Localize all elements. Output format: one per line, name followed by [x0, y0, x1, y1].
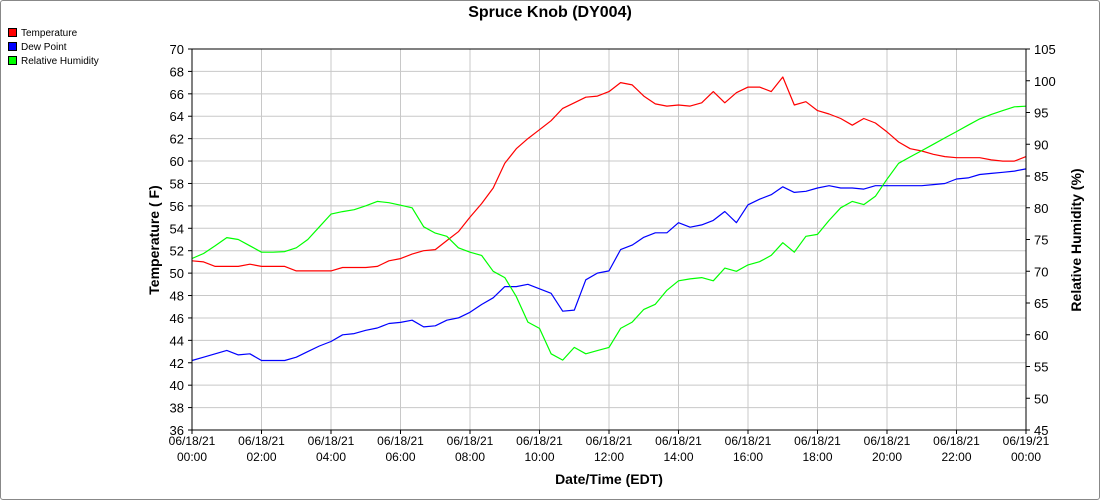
y-tick-label: 52	[170, 244, 184, 259]
legend-swatch-temperature	[8, 28, 17, 37]
y2-axis-title: Relative Humidity (%)	[1068, 168, 1084, 311]
y-axis-title: Temperature ( F)	[146, 185, 162, 294]
legend-item-relative-humidity: Relative Humidity	[8, 56, 99, 70]
x-tick-label-date: 06/18/21	[447, 434, 494, 448]
y-tick-label: 58	[170, 176, 184, 191]
x-tick-label-time: 08:00	[455, 450, 485, 464]
y-tick-label: 54	[170, 221, 184, 236]
x-tick-label-date: 06/18/21	[377, 434, 424, 448]
y-tick-label: 40	[170, 378, 184, 393]
y-tick-label: 36	[170, 423, 184, 438]
x-tick-label-date: 06/18/21	[864, 434, 911, 448]
x-tick-label-date: 06/18/21	[308, 434, 355, 448]
y-tick-label: 68	[170, 64, 184, 79]
x-axis-title: Date/Time (EDT)	[555, 471, 663, 487]
legend-swatch-dew-point	[8, 42, 17, 51]
x-tick-label-date: 06/18/21	[655, 434, 702, 448]
series-layer	[191, 76, 1027, 362]
y-tick-label: 56	[170, 199, 184, 214]
x-tick-label-time: 04:00	[316, 450, 346, 464]
legend-label-dew-point: Dew Point	[21, 42, 67, 53]
y-tick-label: 44	[170, 333, 184, 348]
chart-title: Spruce Knob (DY004)	[468, 4, 632, 21]
legend-swatch-relative-humidity	[8, 56, 17, 65]
y2-tick-label: 105	[1034, 42, 1056, 57]
x-tick-label-time: 00:00	[177, 450, 207, 464]
x-tick-label-time: 16:00	[733, 450, 763, 464]
x-tick-label-date: 06/18/21	[933, 434, 980, 448]
y-tick-label: 66	[170, 87, 184, 102]
y-tick-label: 46	[170, 311, 184, 326]
x-tick-label-date: 06/18/21	[169, 434, 216, 448]
x-tick-label-time: 10:00	[524, 450, 554, 464]
series-line-relative-humidity	[191, 105, 1027, 361]
x-tick-label-time: 12:00	[594, 450, 624, 464]
legend-item-dew-point: Dew Point	[8, 42, 99, 56]
x-tick-label-date: 06/18/21	[725, 434, 772, 448]
x-tick-label-date: 06/18/21	[238, 434, 285, 448]
x-tick-label-time: 00:00	[1011, 450, 1041, 464]
y2-tick-label: 100	[1034, 74, 1056, 89]
x-tick-label-time: 20:00	[872, 450, 902, 464]
y-tick-label: 64	[170, 109, 184, 124]
x-tick-label-time: 06:00	[385, 450, 415, 464]
x-tick-label-date: 06/19/21	[1003, 434, 1050, 448]
y2-tick-label: 45	[1034, 423, 1048, 438]
y-tick-label: 62	[170, 132, 184, 147]
y-tick-label: 70	[170, 42, 184, 57]
x-tick-label-time: 18:00	[802, 450, 832, 464]
y2-tick-label: 75	[1034, 233, 1048, 248]
y2-tick-label: 50	[1034, 391, 1048, 406]
legend: Temperature Dew Point Relative Humidity	[8, 28, 99, 70]
series-line-dew-point	[191, 168, 1027, 362]
legend-label-temperature: Temperature	[21, 28, 78, 39]
ticks: 36 38 40 42 44 46 48 50 52 54 56 58 60 62 64 66 68 70 45 50…	[169, 42, 1056, 464]
legend-item-temperature: Temperature	[8, 28, 99, 42]
x-tick-label-date: 06/18/21	[586, 434, 633, 448]
x-tick-label-time: 14:00	[663, 450, 693, 464]
grid	[191, 48, 1027, 431]
y-tick-label: 60	[170, 154, 184, 169]
y2-tick-label: 55	[1034, 360, 1048, 375]
y2-tick-label: 85	[1034, 169, 1048, 184]
series-line-temperature	[191, 76, 1027, 272]
x-tick-label-date: 06/18/21	[794, 434, 841, 448]
y2-tick-label: 95	[1034, 106, 1048, 121]
x-tick-label-time: 02:00	[246, 450, 276, 464]
y-tick-label: 42	[170, 356, 184, 371]
y2-tick-label: 65	[1034, 296, 1048, 311]
y2-tick-label: 90	[1034, 137, 1048, 152]
x-tick-label-date: 06/18/21	[516, 434, 563, 448]
y-tick-label: 38	[170, 401, 184, 416]
y2-tick-label: 80	[1034, 201, 1048, 216]
y2-tick-label: 70	[1034, 264, 1048, 279]
y-tick-label: 50	[170, 266, 184, 281]
x-tick-label-time: 22:00	[941, 450, 971, 464]
y2-tick-label: 60	[1034, 328, 1048, 343]
y-tick-label: 48	[170, 289, 184, 304]
legend-label-relative-humidity: Relative Humidity	[21, 56, 99, 67]
